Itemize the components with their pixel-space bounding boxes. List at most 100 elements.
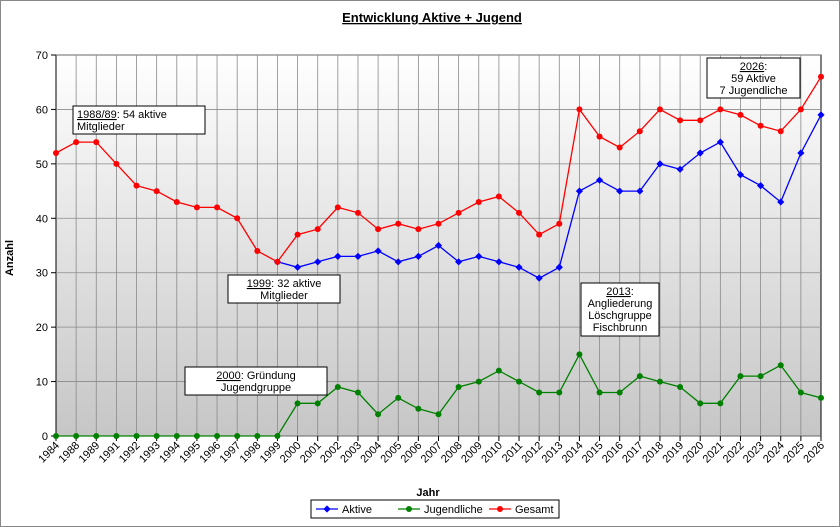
legend-label-gesamt: Gesamt bbox=[515, 504, 554, 516]
data-point-jugendliche bbox=[133, 433, 140, 439]
annotation-text: 2026: bbox=[740, 61, 768, 73]
data-point-aktive bbox=[555, 263, 563, 271]
annotation-text: 1999: 32 aktive bbox=[247, 278, 322, 290]
data-point-jugendliche bbox=[73, 433, 80, 439]
data-point-jugendliche bbox=[818, 394, 824, 401]
data-point-aktive bbox=[656, 160, 664, 168]
data-point-gesamt bbox=[254, 247, 261, 254]
data-point-aktive bbox=[334, 252, 342, 260]
data-point-jugendliche bbox=[193, 433, 200, 439]
data-point-aktive bbox=[354, 252, 362, 260]
data-point-jugendliche bbox=[153, 433, 160, 439]
data-point-jugendliche bbox=[677, 384, 684, 391]
data-point-gesamt bbox=[777, 128, 784, 135]
annotation-frame bbox=[184, 366, 328, 396]
data-point-aktive bbox=[414, 252, 422, 260]
data-point-gesamt bbox=[314, 226, 321, 233]
data-point-jugendliche bbox=[375, 411, 382, 418]
data-point-jugendliche bbox=[214, 433, 221, 439]
annotation-frame bbox=[706, 57, 801, 99]
data-point-aktive bbox=[515, 263, 523, 271]
data-point-gesamt bbox=[173, 198, 180, 205]
data-point-aktive bbox=[475, 252, 483, 260]
data-point-gesamt bbox=[395, 220, 402, 227]
legend-frame bbox=[310, 499, 560, 519]
data-point-gesamt bbox=[677, 117, 684, 124]
series-group bbox=[53, 73, 825, 439]
annotation-year: 2013 bbox=[606, 286, 630, 298]
annotation-frame bbox=[227, 274, 341, 304]
data-point-jugendliche bbox=[777, 362, 784, 369]
annotation-line: Mitglieder bbox=[77, 121, 125, 133]
data-point-jugendliche bbox=[294, 400, 301, 407]
annotation-line: Angliederung bbox=[588, 298, 653, 310]
annotation-frame bbox=[72, 105, 206, 135]
data-point-aktive bbox=[636, 187, 644, 195]
data-point-aktive bbox=[736, 171, 745, 179]
data-point-aktive bbox=[716, 138, 724, 146]
annotation-year: 2000 bbox=[216, 370, 240, 382]
data-point-jugendliche bbox=[173, 433, 180, 439]
data-point-gesamt bbox=[797, 106, 804, 113]
data-point-aktive bbox=[696, 149, 704, 157]
data-point-gesamt bbox=[717, 106, 724, 113]
data-point-aktive bbox=[676, 165, 684, 173]
data-point-gesamt bbox=[375, 226, 382, 233]
data-point-aktive bbox=[434, 241, 443, 250]
data-point-gesamt bbox=[656, 106, 663, 113]
data-point-jugendliche bbox=[717, 400, 724, 407]
y-axis: 0 10 20 30 40 50 60 70 bbox=[36, 50, 56, 443]
legend-label-aktive: Aktive bbox=[342, 504, 372, 516]
data-point-jugendliche bbox=[495, 367, 502, 374]
y-axis-title: Anzahl bbox=[4, 240, 16, 276]
data-point-aktive bbox=[616, 187, 624, 195]
annotation-line: Fischbrunn bbox=[593, 322, 647, 334]
y-tick-label: 40 bbox=[36, 213, 48, 225]
data-point-gesamt bbox=[294, 231, 301, 238]
data-point-jugendliche bbox=[576, 351, 583, 358]
x-axis-title: Jahr bbox=[416, 487, 440, 499]
legend: Aktive Jugendliche Gesamt bbox=[310, 499, 560, 519]
data-point-gesamt bbox=[455, 209, 462, 216]
y-tick-label: 30 bbox=[36, 268, 48, 280]
data-point-jugendliche bbox=[536, 389, 543, 396]
data-point-jugendliche bbox=[656, 378, 663, 385]
annotation-text-rest: : bbox=[764, 61, 767, 73]
data-point-jugendliche bbox=[93, 433, 100, 439]
data-point-gesamt bbox=[697, 117, 704, 124]
legend-marker-gesamt bbox=[497, 506, 503, 512]
annotation-year: 1988/89 bbox=[77, 109, 117, 121]
data-point-gesamt bbox=[133, 182, 140, 189]
data-point-jugendliche bbox=[757, 373, 764, 380]
legend-marker-jugendliche bbox=[406, 506, 412, 512]
chart-title: Entwicklung Aktive + Jugend bbox=[342, 10, 522, 25]
annotation-text: 2000: Gründung bbox=[216, 370, 296, 382]
annotation-line: Mitglieder bbox=[260, 290, 308, 302]
data-point-jugendliche bbox=[475, 378, 482, 385]
annotation-frame bbox=[580, 282, 660, 337]
legend-marker-aktive bbox=[323, 505, 331, 513]
data-point-jugendliche bbox=[596, 389, 603, 396]
data-point-gesamt bbox=[214, 204, 221, 211]
data-point-jugendliche bbox=[254, 433, 261, 439]
annotation-text: 2013: bbox=[606, 286, 634, 298]
y-tick-label: 60 bbox=[36, 104, 48, 116]
data-point-aktive bbox=[777, 198, 785, 206]
data-point-jugendliche bbox=[737, 373, 744, 380]
data-point-aktive bbox=[293, 263, 302, 271]
data-point-aktive bbox=[575, 187, 584, 195]
data-point-jugendliche bbox=[455, 384, 462, 391]
data-point-gesamt bbox=[234, 215, 241, 222]
y-tick-label: 20 bbox=[36, 322, 48, 334]
data-point-jugendliche bbox=[556, 389, 563, 396]
data-point-gesamt bbox=[153, 188, 160, 195]
data-point-gesamt bbox=[576, 106, 583, 113]
data-point-aktive bbox=[797, 149, 805, 157]
